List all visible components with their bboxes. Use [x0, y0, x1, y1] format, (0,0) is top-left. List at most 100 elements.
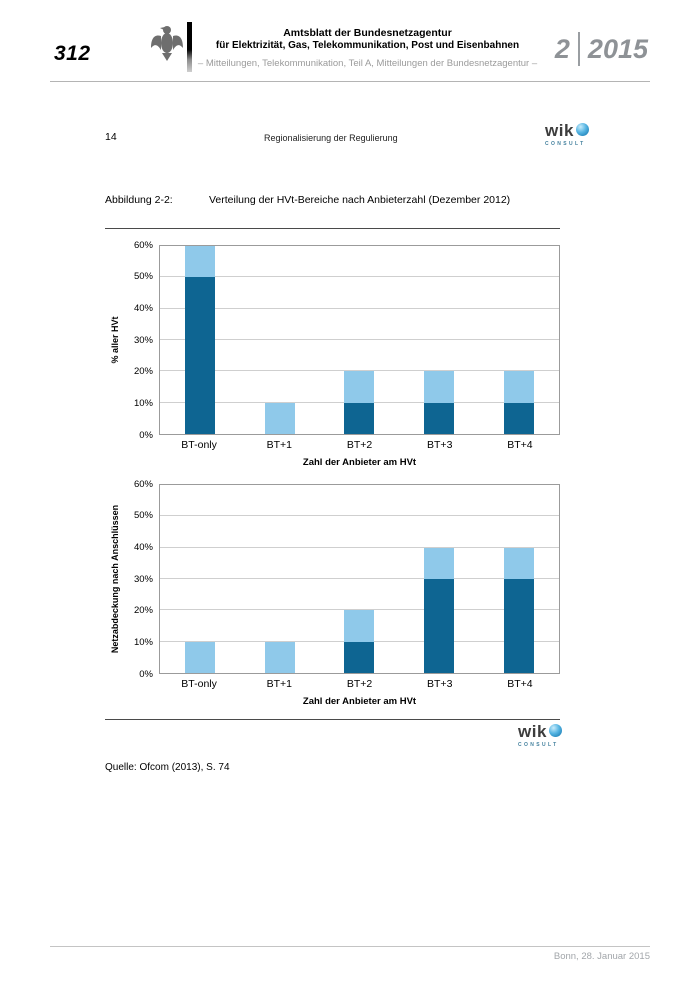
gazette-page-number: 312: [54, 42, 91, 65]
wik-logo-text: wik: [518, 722, 547, 741]
y-tick-label: 40%: [133, 302, 153, 314]
y-tick-label: 10%: [133, 636, 153, 648]
chart-network-coverage: Netzabdeckung nach Anschlüssen 0% 10% 20% 3…: [105, 479, 560, 707]
masthead-title-line2: für Elektrizität, Gas, Telekommunikation…: [215, 40, 520, 51]
bar-BT+3: [399, 485, 479, 673]
figure-caption-text: Verteilung der HVt-Bereiche nach Anbiete…: [209, 194, 511, 206]
y-axis-tick-labels: 0% 10% 20% 30% 40% 50% 60%: [125, 479, 159, 678]
footer-date: Bonn, 28. Januar 2015: [553, 951, 650, 962]
bar-segment-dark: [344, 641, 375, 673]
chart-plot-row: Netzabdeckung nach Anschlüssen 0% 10% 20% 3…: [105, 479, 560, 678]
document-page-number: 14: [105, 131, 117, 143]
wik-logo-text: wik: [545, 121, 574, 140]
y-tick-label: 50%: [133, 270, 153, 282]
x-tick-label: BT+1: [266, 678, 292, 690]
gridline: [160, 515, 559, 517]
x-tick-label: BT+3: [427, 678, 453, 690]
bar-segment-light: [264, 641, 295, 673]
wik-logo-subtext: CONSULT: [545, 141, 586, 147]
gridline: [160, 546, 559, 548]
figure-bottom-divider: wik CONSULT: [105, 719, 562, 758]
x-tick-label: BT-only: [181, 678, 217, 690]
x-tick-label: BT+3: [427, 439, 453, 451]
bar-segment-light: [264, 402, 295, 434]
bar-BT+1: [240, 485, 320, 673]
x-tick-label: BT+1: [266, 439, 292, 451]
gridline: [160, 578, 559, 579]
y-axis-tick-labels: 0% 10% 20% 30% 40% 50% 60%: [125, 240, 159, 439]
running-title: Regionalisierung der Regulierung: [264, 133, 398, 143]
bar-BT+3: [399, 246, 479, 434]
y-tick-label: 60%: [133, 239, 153, 251]
figure-top-divider: [105, 228, 560, 229]
gridline: [160, 307, 559, 309]
bar-segment-dark: [504, 579, 535, 673]
x-tick-label: BT+4: [507, 439, 533, 451]
masthead-title-line1: Amtsblatt der Bundesnetzagentur: [283, 27, 452, 39]
source-note: Quelle: Ofcom (2013), S. 74: [105, 762, 230, 773]
y-axis-title: Netzabdeckung nach Anschlüssen: [110, 504, 120, 654]
x-axis-tick-labels: BT-only BT+1 BT+2 BT+3 BT+4: [159, 439, 560, 451]
chart-plot-row: % aller HVt 0% 10% 20% 30% 40% 50% 60%: [105, 240, 560, 439]
gridline: [160, 370, 559, 372]
bar-segment-light: [504, 547, 535, 579]
bar-segment-light: [184, 641, 215, 673]
y-tick-label: 30%: [133, 573, 153, 585]
x-tick-label: BT-only: [181, 439, 217, 451]
bar-segment-light: [344, 610, 375, 642]
x-tick-label: BT+2: [346, 439, 373, 451]
bar-BT+4: [479, 485, 559, 673]
y-tick-label: 20%: [133, 604, 153, 616]
y-tick-label: 40%: [133, 541, 153, 553]
bar-BT+2: [320, 246, 400, 434]
bar-BT-only: [160, 485, 240, 673]
bar-BT+1: [240, 246, 320, 434]
wik-logo-subtext: CONSULT: [518, 742, 559, 748]
wik-consult-logo: wik CONSULT: [545, 122, 595, 147]
wik-logo-row: wik: [545, 122, 589, 139]
bar-BT+4: [479, 246, 559, 434]
content-header: 14 Regionalisierung der Regulierung wik …: [105, 122, 595, 147]
y-tick-label: 10%: [133, 397, 153, 409]
bar-segment-dark: [424, 402, 455, 434]
edition-year: 2015: [587, 33, 648, 64]
logo-vertical-bar: [187, 22, 192, 72]
x-tick-label: BT+2: [346, 678, 373, 690]
bar-segment-light: [184, 246, 215, 278]
edition-number: 2 2015: [555, 32, 648, 66]
x-tick-label: BT+4: [507, 678, 533, 690]
bar-segment-dark: [344, 402, 375, 434]
bar-segment-light: [344, 371, 375, 403]
edition-separator: [577, 32, 580, 66]
gridline: [160, 609, 559, 611]
bar-BT-only: [160, 246, 240, 434]
figure-label: Abbildung 2-2:: [105, 194, 173, 206]
bar-segment-light: [424, 371, 455, 403]
bar-segment-light: [504, 371, 535, 403]
plot-area: [159, 245, 560, 435]
wik-globe-icon: [548, 724, 562, 737]
figure-2-2: % aller HVt 0% 10% 20% 30% 40% 50% 60% BT-only…: [105, 228, 562, 773]
wik-logo-row: wik: [518, 723, 562, 740]
y-tick-label: 0%: [139, 668, 153, 680]
masthead-divider: [50, 81, 650, 82]
y-tick-label: 30%: [133, 334, 153, 346]
edition-issue: 2: [554, 33, 570, 64]
x-axis-title: Zahl der Anbieter am HVt: [302, 696, 417, 707]
x-axis-title: Zahl der Anbieter am HVt: [302, 457, 417, 468]
bundesnetzagentur-logo: [150, 22, 192, 72]
x-axis-tick-labels: BT-only BT+1 BT+2 BT+3 BT+4: [159, 678, 560, 690]
masthead-subtitle: – Mitteilungen, Telekommunikation, Teil …: [197, 58, 538, 69]
masthead: Amtsblatt der Bundesnetzagentur für Elek…: [195, 27, 540, 69]
chart-hvt-share: % aller HVt 0% 10% 20% 30% 40% 50% 60% BT-only…: [105, 240, 560, 468]
bar-segment-light: [424, 547, 455, 579]
bar-segment-dark: [184, 277, 215, 434]
gridline: [160, 339, 559, 340]
y-tick-label: 60%: [133, 478, 153, 490]
bar-BT+2: [320, 485, 400, 673]
bar-segment-dark: [424, 579, 455, 673]
y-tick-label: 20%: [133, 365, 153, 377]
wik-consult-logo: wik CONSULT: [518, 723, 568, 748]
plot-area: [159, 484, 560, 674]
gridline: [160, 276, 559, 278]
